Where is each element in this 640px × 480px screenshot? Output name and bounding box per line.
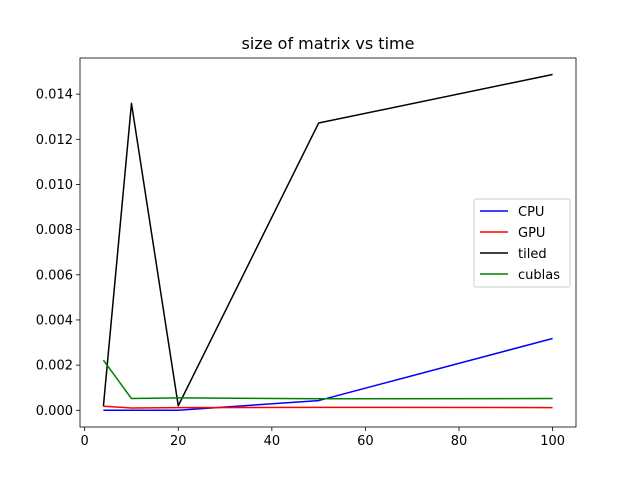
x-tick-label: 100 [540, 434, 565, 449]
x-tick-label: 80 [451, 434, 468, 449]
x-tick-label: 20 [170, 434, 187, 449]
y-tick-label: 0.000 [36, 404, 73, 419]
y-tick-label: 0.006 [36, 268, 73, 283]
x-tick-label: 60 [357, 434, 374, 449]
plot-area: 0 20 40 60 80 100 0.000 0.002 0.004 0.006 0.008 0.0… [36, 57, 577, 449]
y-tick-label: 0.012 [36, 133, 73, 148]
y-tick-label: 0.002 [36, 359, 73, 374]
axes-frame [79, 57, 577, 428]
chart-title: size of matrix vs time [242, 34, 415, 53]
series-line-cpu [103, 337, 553, 412]
series-line-cublas [102, 359, 553, 400]
y-tick-label: 0.010 [36, 178, 73, 193]
legend-label-cpu: CPU [518, 205, 544, 220]
legend: CPU GPU tiled cublas [473, 198, 571, 288]
y-tick-label: 0.004 [36, 313, 73, 328]
x-tick-label: 40 [264, 434, 281, 449]
legend-label-gpu: GPU [518, 226, 545, 241]
y-tick-label: 0.008 [36, 223, 73, 238]
x-tick-label: 0 [81, 434, 89, 449]
legend-label-cublas: cublas [518, 268, 560, 283]
y-tick-label: 0.014 [36, 88, 73, 103]
series-line-tiled [102, 73, 553, 407]
legend-label-tiled: tiled [518, 247, 547, 262]
series-line-gpu [103, 405, 553, 409]
legend-box [473, 198, 571, 288]
